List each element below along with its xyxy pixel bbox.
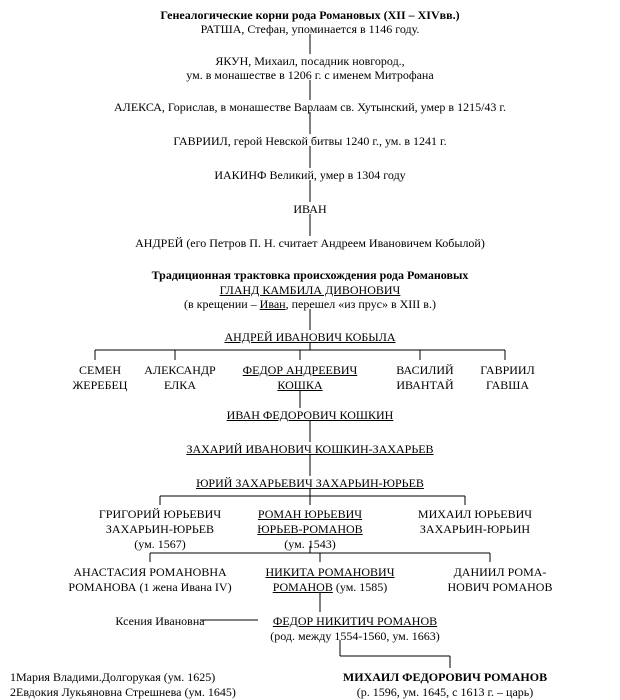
- node-yuri-text: ЮРИЙ ЗАХАРЬЕВИЧ ЗАХАРЬИН-ЮРЬЕВ: [196, 476, 424, 490]
- name-line1: РОМАН ЮРЬЕВИЧ: [235, 507, 385, 522]
- node-andrei-kobyla-text: АНДРЕЙ ИВАНОВИЧ КОБЫЛА: [224, 330, 395, 344]
- name-line2: РОМАНОВА (1 жена Ивана IV): [55, 580, 245, 595]
- node-aleksa: АЛЕКСА, Горислав, в монашестве Варлаам с…: [0, 100, 620, 115]
- node-zakhary-text: ЗАХАРИЙ ИВАНОВИЧ КОШКИН-ЗАХАРЬЕВ: [186, 442, 433, 456]
- son-surname: КОШКА: [225, 378, 375, 393]
- son-surname: ГАВША: [460, 378, 555, 393]
- gland-sub-pre: (в крещении –: [184, 297, 260, 311]
- wives-list: 1Мария Владими.Долгорукая (ум. 1625) 2Ев…: [10, 670, 260, 700]
- name-line2: ЗАХАРЬИН-ЮРЬИН: [400, 522, 550, 537]
- node-yakun-line1: ЯКУН, Михаил, посадник новгород.,: [0, 54, 620, 69]
- son-name: ГАВРИИЛ: [460, 363, 555, 378]
- son-surname: ИВАНТАЙ: [380, 378, 470, 393]
- wife-2: 2Евдокия Лукьяновна Стрешнева (ум. 1645): [10, 685, 260, 700]
- name-line2: НОВИЧ РОМАНОВ: [430, 580, 570, 595]
- node-ratsha: РАТША, Стефан, упоминается в 1146 году.: [0, 22, 620, 37]
- node-iakinf: ИАКИНФ Великий, умер в 1304 году: [0, 168, 620, 183]
- node-mikhail-fedorovich: МИХАИЛ ФЕДОРОВИЧ РОМАНОВ (р. 1596, ум. 1…: [280, 670, 610, 700]
- node-ivan: ИВАН: [0, 202, 620, 217]
- gland-sub-ivan: Иван: [260, 297, 286, 311]
- node-aleksandr: АЛЕКСАНДР ЕЛКА: [130, 363, 230, 393]
- node-gland: ГЛАНД КАМБИЛА ДИВОНОВИЧ: [0, 283, 620, 298]
- node-roman: РОМАН ЮРЬЕВИЧ ЮРЬЕВ-РОМАНОВ (ум. 1543): [235, 507, 385, 552]
- wife-1: 1Мария Владими.Долгорукая (ум. 1625): [10, 670, 260, 685]
- title-traditional: Традиционная трактовка происхождения род…: [0, 268, 620, 283]
- mikhail-name: МИХАИЛ ФЕДОРОВИЧ РОМАНОВ: [343, 670, 547, 684]
- node-gland-sub: (в крещении – Иван, перешел «из прус» в …: [0, 297, 620, 312]
- node-ksenia: Ксения Ивановна: [100, 614, 220, 629]
- node-gavriil-gavsha: ГАВРИИЛ ГАВША: [460, 363, 555, 393]
- mikhail-dates: (р. 1596, ум. 1645, с 1613 г. – царь): [280, 685, 610, 700]
- node-ivan-koshkin: ИВАН ФЕДОРОВИЧ КОШКИН: [0, 408, 620, 423]
- death-date: (ум. 1567): [80, 537, 240, 552]
- name-line1: НИКИТА РОМАНОВИЧ: [245, 565, 415, 580]
- son-name: ВАСИЛИЙ: [380, 363, 470, 378]
- node-vasily: ВАСИЛИЙ ИВАНТАЙ: [380, 363, 470, 393]
- node-grigory: ГРИГОРИЙ ЮРЬЕВИЧ ЗАХАРЬИН-ЮРЬЕВ (ум. 156…: [80, 507, 240, 552]
- name-line1: МИХАИЛ ЮРЬЕВИЧ: [400, 507, 550, 522]
- node-fedor: ФЕДОР НИКИТИЧ РОМАНОВ (род. между 1554-1…: [255, 614, 455, 644]
- gland-sub-post: , перешел «из прус» в XIII в.): [286, 297, 436, 311]
- fedor-dates: (род. между 1554-1560, ум. 1663): [255, 629, 455, 644]
- node-fedor-koshka: ФЕДОР АНДРЕЕВИЧ КОШКА: [225, 363, 375, 393]
- node-gavriil: ГАВРИИЛ, герой Невской битвы 1240 г., ум…: [0, 134, 620, 149]
- death-date: (ум. 1543): [235, 537, 385, 552]
- death-date: (ум. 1585): [333, 580, 387, 594]
- node-gland-text: ГЛАНД КАМБИЛА ДИВОНОВИЧ: [220, 283, 401, 297]
- node-zakhary: ЗАХАРИЙ ИВАНОВИЧ КОШКИН-ЗАХАРЬЕВ: [0, 442, 620, 457]
- title-genealogy: Генеалогические корни рода Романовых (XI…: [0, 8, 620, 23]
- node-ivan-koshkin-text: ИВАН ФЕДОРОВИЧ КОШКИН: [227, 408, 394, 422]
- name-line2: ЮРЬЕВ-РОМАНОВ: [257, 522, 362, 536]
- name-line1: ДАНИИЛ РОМА-: [430, 565, 570, 580]
- node-yakun-line2: ум. в монашестве в 1206 г. с именем Митр…: [0, 68, 620, 83]
- node-daniil: ДАНИИЛ РОМА- НОВИЧ РОМАНОВ: [430, 565, 570, 595]
- node-yuri: ЮРИЙ ЗАХАРЬЕВИЧ ЗАХАРЬИН-ЮРЬЕВ: [0, 476, 620, 491]
- node-nikita: НИКИТА РОМАНОВИЧ РОМАНОВ (ум. 1585): [245, 565, 415, 595]
- name-line2: ЗАХАРЬИН-ЮРЬЕВ: [80, 522, 240, 537]
- node-mikhail-y: МИХАИЛ ЮРЬЕВИЧ ЗАХАРЬИН-ЮРЬИН: [400, 507, 550, 537]
- name-line1: ГРИГОРИЙ ЮРЬЕВИЧ: [80, 507, 240, 522]
- node-anastasia: АНАСТАСИЯ РОМАНОВНА РОМАНОВА (1 жена Ива…: [55, 565, 245, 595]
- son-surname: ЕЛКА: [130, 378, 230, 393]
- node-andrei-kobyla: АНДРЕЙ ИВАНОВИЧ КОБЫЛА: [0, 330, 620, 345]
- son-name: АЛЕКСАНДР: [130, 363, 230, 378]
- fedor-name: ФЕДОР НИКИТИЧ РОМАНОВ: [255, 614, 455, 629]
- name-line2: РОМАНОВ: [273, 580, 333, 594]
- node-andrei: АНДРЕЙ (его Петров П. Н. считает Андреем…: [0, 236, 620, 251]
- son-name: ФЕДОР АНДРЕЕВИЧ: [225, 363, 375, 378]
- name-line1: АНАСТАСИЯ РОМАНОВНА: [55, 565, 245, 580]
